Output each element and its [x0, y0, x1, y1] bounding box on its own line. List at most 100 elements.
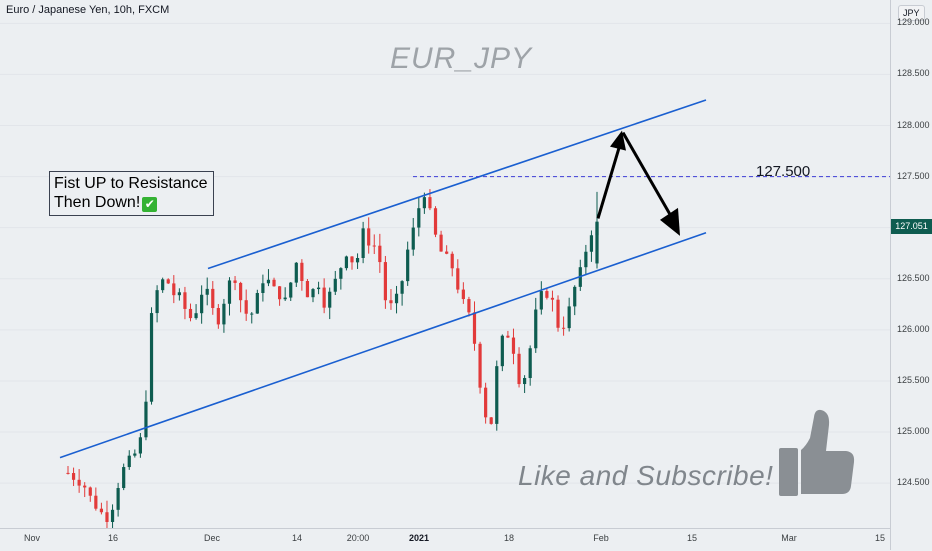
candle-body — [523, 378, 527, 385]
arrow-down-head — [660, 207, 680, 236]
candle-body — [122, 467, 126, 489]
candle-body — [528, 348, 532, 379]
candle-body — [250, 313, 254, 315]
candle-body — [406, 249, 410, 282]
chart-title: EUR_JPY — [390, 42, 533, 75]
arrow-up-head — [610, 130, 626, 151]
candle-body — [239, 282, 243, 301]
candle-body — [77, 479, 81, 486]
time-tick: 15 — [686, 533, 698, 543]
candle-body — [589, 235, 594, 252]
candle-body — [261, 283, 265, 294]
candle-body — [428, 197, 432, 209]
arrow-down-shaft — [621, 131, 674, 219]
price-tick: 128.000 — [897, 119, 930, 130]
candle-body — [300, 262, 304, 282]
candle-body — [294, 262, 298, 283]
candle-body — [127, 455, 131, 468]
candle-body — [367, 228, 371, 246]
candle-body — [194, 313, 198, 319]
candle-body — [155, 290, 159, 314]
candle-body — [411, 227, 415, 250]
candle-body — [472, 312, 477, 344]
candle-body — [110, 509, 115, 522]
candle-body — [584, 251, 588, 268]
time-tick: Feb — [593, 533, 609, 543]
time-tick: 18 — [503, 533, 515, 543]
candle-body — [161, 279, 165, 291]
candle-body — [172, 283, 176, 296]
candle-body — [478, 343, 482, 388]
currency-button[interactable]: JPY — [898, 5, 925, 21]
candle-body — [389, 300, 393, 304]
candle-body — [71, 473, 76, 480]
time-tick: 2021 — [408, 533, 430, 543]
candle-body — [333, 278, 337, 292]
candle-body — [417, 208, 421, 228]
candle-body — [456, 268, 460, 290]
candle-body — [283, 297, 287, 300]
price-tick: 129.000 — [897, 17, 930, 28]
candle-body — [289, 282, 293, 298]
candle-body — [372, 245, 376, 247]
candle-body — [328, 291, 332, 308]
candle-body — [116, 488, 120, 510]
candle-body — [105, 512, 109, 522]
candle-body — [489, 417, 493, 424]
candle-body — [567, 306, 571, 329]
candle-body — [316, 287, 321, 290]
candle-body — [433, 208, 438, 235]
candle-body — [511, 337, 516, 354]
candle-body — [278, 286, 282, 300]
candle-body — [94, 495, 98, 509]
candle-body — [233, 280, 237, 283]
candle-body — [133, 453, 137, 456]
price-tick: 128.500 — [897, 68, 930, 79]
check-mark-icon: ✔ — [142, 197, 158, 212]
candle-body — [361, 228, 365, 259]
candle-body — [339, 268, 343, 279]
channel-bottom-line — [59, 232, 707, 459]
candle-body — [344, 256, 349, 269]
time-axis[interactable] — [0, 528, 890, 551]
candle-body — [227, 280, 232, 304]
note-line-2: Then Down! — [54, 194, 141, 211]
candle-body — [355, 258, 360, 263]
candle-body — [484, 387, 488, 418]
candle-body — [400, 281, 404, 294]
time-tick: Dec — [203, 533, 221, 543]
candle-body — [177, 292, 181, 296]
candle-body — [83, 485, 87, 488]
candle-body — [255, 293, 259, 314]
candle-body — [311, 289, 315, 298]
grid — [0, 22, 890, 484]
price-tick: 125.000 — [897, 426, 930, 437]
candle-body — [394, 293, 399, 304]
candle-body — [517, 353, 521, 385]
time-tick: 14 — [291, 533, 303, 543]
candles — [66, 189, 599, 534]
call-to-action: Like and Subscribe! — [518, 460, 774, 491]
candle-body — [539, 291, 543, 310]
candle-body — [144, 401, 148, 438]
price-axis[interactable] — [890, 0, 932, 550]
price-tick: 126.500 — [897, 272, 930, 283]
candle-body — [383, 262, 387, 301]
candle-body — [205, 288, 209, 295]
candle-body — [138, 437, 142, 454]
price-tick: 125.500 — [897, 374, 930, 385]
price-tick: 126.000 — [897, 323, 930, 334]
symbol-title[interactable]: Euro / Japanese Yen, 10h, FXCM — [6, 4, 170, 16]
candle-body — [595, 222, 599, 264]
candle-body — [422, 197, 426, 209]
candle-body — [534, 309, 538, 349]
time-tick: 20:00 — [346, 533, 370, 543]
candle-body — [211, 288, 215, 309]
candle-body — [506, 335, 510, 338]
candle-body — [272, 279, 276, 287]
candle-body — [99, 508, 104, 513]
candle-body — [222, 303, 226, 325]
candle-body — [216, 308, 220, 325]
candle-body — [439, 234, 443, 252]
